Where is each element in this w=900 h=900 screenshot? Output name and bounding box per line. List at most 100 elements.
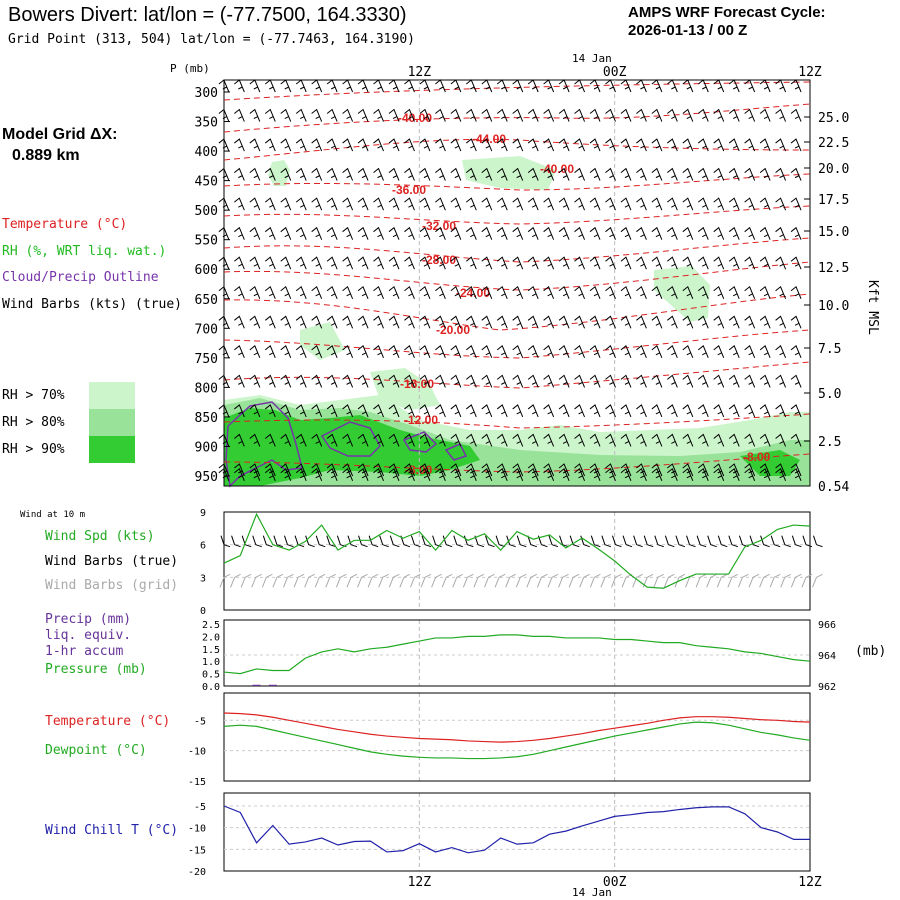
true-wind-barb bbox=[463, 535, 474, 548]
wind-barb bbox=[295, 108, 307, 122]
wind-barb bbox=[728, 138, 740, 152]
wind-barb bbox=[744, 167, 756, 181]
grid-wind-barb bbox=[283, 573, 294, 588]
wind-ytick-label: 9 bbox=[200, 508, 206, 519]
grid-wind-barb bbox=[611, 573, 622, 588]
wind-barb bbox=[264, 256, 276, 270]
wind-barb bbox=[357, 345, 369, 359]
wind-barb bbox=[234, 226, 245, 240]
wind-barb bbox=[264, 467, 276, 481]
wind-barb bbox=[218, 79, 230, 93]
wind-barb bbox=[481, 226, 493, 240]
wind-barb bbox=[465, 256, 477, 270]
wind-barb bbox=[636, 167, 647, 181]
wind-barb bbox=[574, 315, 586, 329]
true-wind-barb bbox=[728, 535, 739, 548]
wind-barb bbox=[713, 374, 725, 388]
wind-barb bbox=[465, 79, 477, 93]
grid-dx-label: Model Grid ΔX: bbox=[2, 126, 118, 143]
wind-barb bbox=[435, 433, 446, 447]
wind-barb bbox=[651, 167, 663, 181]
wind-barb bbox=[651, 315, 663, 329]
wind-barb bbox=[512, 374, 524, 388]
true-wind-barb bbox=[580, 535, 590, 548]
grid-wind-barb bbox=[409, 573, 421, 588]
pressure-tick-label: 900 bbox=[195, 440, 218, 455]
wind-barb bbox=[404, 226, 415, 240]
wind-barb bbox=[589, 108, 601, 122]
wind-barb bbox=[527, 315, 539, 329]
wind-barb bbox=[512, 315, 524, 329]
cloud-outline-4 bbox=[444, 443, 468, 461]
wind-barb bbox=[620, 197, 632, 211]
wind-barb bbox=[218, 374, 230, 388]
wind-barb bbox=[775, 433, 787, 447]
wind-barb bbox=[481, 79, 493, 93]
wind-barb bbox=[790, 197, 802, 211]
wind-barb bbox=[605, 345, 616, 359]
windchill-line bbox=[223, 805, 810, 854]
legend-wind-barbs: Wind Barbs (kts) (true) bbox=[2, 297, 183, 312]
wind-barb bbox=[713, 315, 725, 329]
pressure-panel-frame bbox=[223, 619, 811, 687]
wind-barb bbox=[342, 315, 354, 329]
wind-barb bbox=[620, 226, 632, 240]
wind-barb bbox=[496, 226, 508, 240]
wind-barb bbox=[280, 167, 292, 181]
wind-barb bbox=[558, 285, 570, 299]
wind-barb bbox=[790, 404, 802, 418]
wind-barb bbox=[759, 226, 771, 240]
wind-barb bbox=[435, 167, 446, 181]
wind-barb bbox=[465, 167, 477, 181]
wind-barb bbox=[682, 79, 694, 93]
wind-barb bbox=[620, 345, 632, 359]
true-wind-barb bbox=[506, 535, 516, 548]
grid-wind-barb bbox=[568, 573, 580, 588]
wind-barb bbox=[465, 404, 477, 418]
true-wind-barb bbox=[781, 535, 791, 548]
wind-barb bbox=[435, 374, 446, 388]
wind-barb bbox=[543, 315, 555, 329]
wind-barb bbox=[295, 345, 307, 359]
wind-barb bbox=[342, 79, 354, 93]
wind-barb bbox=[775, 345, 787, 359]
wind-barb bbox=[682, 108, 694, 122]
wind-barb bbox=[605, 433, 616, 447]
wind-barb bbox=[558, 256, 570, 270]
wind-barb bbox=[605, 138, 616, 152]
wind-barb bbox=[264, 197, 276, 211]
wind-barb bbox=[373, 138, 384, 152]
grid-wind-barb bbox=[663, 573, 675, 588]
wind-barb bbox=[667, 79, 678, 93]
wind-barb bbox=[713, 256, 725, 270]
wind-barb bbox=[527, 285, 539, 299]
wind-barb bbox=[589, 256, 601, 270]
wind-barb bbox=[744, 315, 756, 329]
wind-barb bbox=[636, 404, 647, 418]
wind-barb bbox=[357, 79, 369, 93]
wind-barb bbox=[357, 467, 369, 481]
wind-barb bbox=[775, 197, 787, 211]
wind-barb bbox=[574, 345, 586, 359]
wind-barb bbox=[527, 374, 539, 388]
wind-barb bbox=[728, 108, 740, 122]
wind-barb bbox=[636, 315, 647, 329]
wind-barb bbox=[697, 138, 709, 152]
wind-barb bbox=[481, 167, 493, 181]
grid-wind-barb bbox=[780, 573, 791, 588]
wind-barb bbox=[790, 467, 802, 481]
wind-barb bbox=[574, 433, 586, 447]
wind-barb bbox=[342, 433, 354, 447]
wind-barb bbox=[295, 226, 307, 240]
grid-wind-barb bbox=[431, 573, 442, 588]
wind-barb bbox=[620, 138, 632, 152]
pressure-tick-label: 500 bbox=[195, 204, 218, 219]
wind-barb bbox=[574, 167, 586, 181]
wind-barb bbox=[357, 138, 369, 152]
wind-barb bbox=[465, 433, 477, 447]
grid-wind-barb bbox=[293, 573, 305, 588]
grid-wind-barb bbox=[801, 573, 813, 588]
wind-barb bbox=[527, 138, 539, 152]
grid-wind-barb bbox=[462, 573, 474, 588]
wind-barb bbox=[620, 256, 632, 270]
